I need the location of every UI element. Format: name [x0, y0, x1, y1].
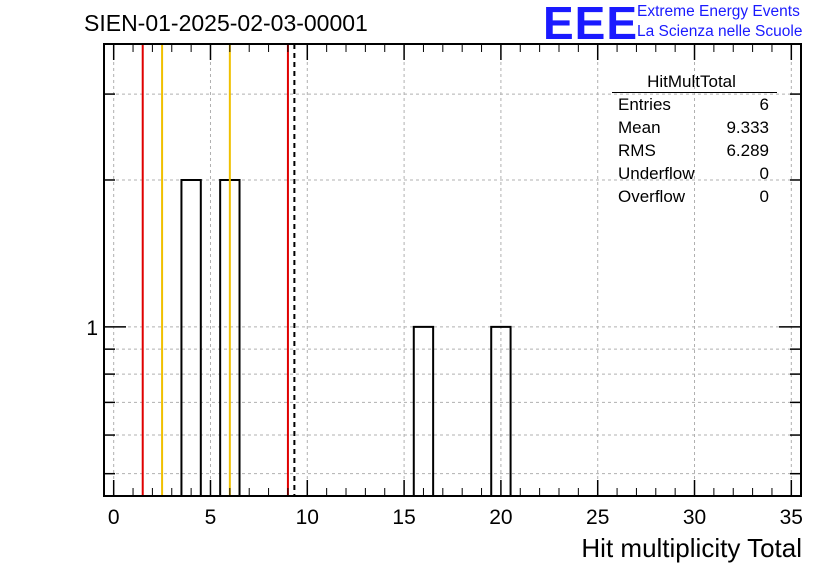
- histogram-bin: [412, 325, 435, 496]
- stats-label: Overflow: [618, 187, 686, 206]
- plot-frame: [103, 43, 802, 497]
- stats-label: Entries: [618, 95, 671, 114]
- stats-row-underflow: Underflow 0: [612, 162, 777, 185]
- stats-title: HitMultTotal: [612, 72, 777, 93]
- histogram-bin: [180, 178, 202, 496]
- stats-value: 9.333: [726, 118, 769, 137]
- stats-value: 6.289: [726, 141, 769, 160]
- x-tick-label: 5: [205, 506, 217, 529]
- x-tick-label: 20: [489, 506, 512, 529]
- histogram-bin: [490, 325, 512, 496]
- stats-row-mean: Mean 9.333: [612, 116, 777, 139]
- y-tick-label: 1: [86, 317, 98, 340]
- stats-label: RMS: [618, 141, 656, 160]
- stats-label: Underflow: [618, 164, 695, 183]
- logo-caption-line1: Extreme Energy Events: [637, 3, 800, 20]
- stats-value: 0: [759, 187, 769, 206]
- stats-row-overflow: Overflow 0: [612, 185, 777, 208]
- stats-box: HitMultTotal Entries 6 Mean 9.333 RMS 6.…: [612, 72, 777, 208]
- stats-row-entries: Entries 6: [612, 93, 777, 116]
- stats-value: 6: [759, 95, 769, 114]
- axis-ticks: [104, 44, 801, 496]
- logo-caption-line2: La Scienza nelle Scuole: [637, 23, 803, 40]
- x-tick-labels: 0 5 10 15 20 25 30 35: [108, 506, 803, 529]
- y-tick-labels: 1: [86, 317, 98, 340]
- marker-lines: [141, 44, 296, 496]
- stats-value: 0: [759, 164, 769, 183]
- x-tick-label: 0: [108, 506, 120, 529]
- x-tick-label: 35: [780, 506, 803, 529]
- x-tick-label: 25: [586, 506, 609, 529]
- x-tick-label: 15: [392, 506, 415, 529]
- x-axis-label: Hit multiplicity Total: [581, 533, 802, 563]
- x-tick-label: 30: [683, 506, 706, 529]
- eee-logo: EEE: [543, 0, 639, 49]
- x-tick-label: 10: [296, 506, 319, 529]
- stats-label: Mean: [618, 118, 661, 137]
- stats-row-rms: RMS 6.289: [612, 139, 777, 162]
- chart-title: SIEN-01-2025-02-03-00001: [84, 10, 368, 36]
